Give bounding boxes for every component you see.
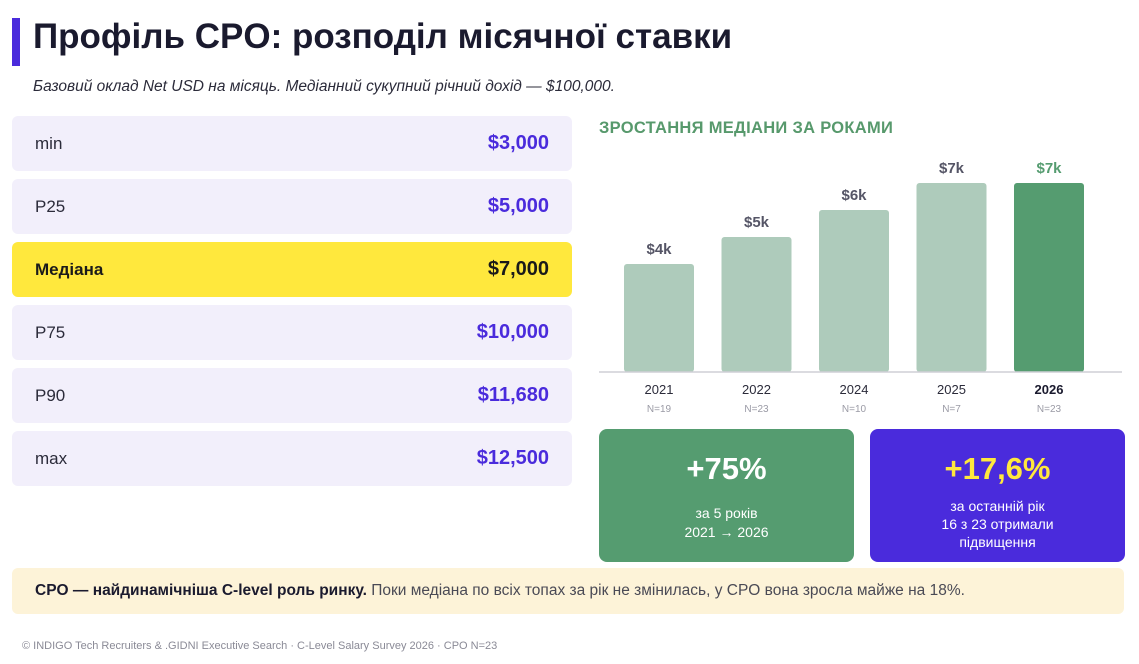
stat-value: $3,000 — [487, 132, 549, 154]
stat-row-p90: P90 $11,680 — [12, 368, 572, 423]
stat-label: P90 — [35, 386, 66, 405]
stat-value: $11,680 — [477, 384, 549, 406]
stat-label: P25 — [35, 197, 66, 216]
stat-value: $7,000 — [487, 258, 549, 280]
stat-row-median: Медіана $7,000 — [12, 242, 572, 297]
page-subtitle: Базовий оклад Net USD на місяць. Медіанн… — [33, 78, 615, 95]
stat-value: $10,000 — [476, 321, 549, 343]
growth-1y-card: +17,6% за останній рік 16 з 23 отримали … — [870, 429, 1125, 562]
chart-sample-size-label: N=7 — [942, 404, 961, 415]
stat-value: $5,000 — [487, 195, 549, 217]
page-title: Профіль CPO: розподіл місячної ставки — [33, 17, 733, 56]
stat-label: max — [35, 449, 68, 468]
chart-category-label: 2024 — [840, 382, 869, 397]
chart-data-label: $6k — [841, 187, 867, 204]
chart-sample-size-label: N=10 — [842, 404, 867, 415]
stat-label: Медіана — [35, 260, 104, 279]
chart-data-label: $7k — [939, 160, 965, 177]
growth-5y-value: +75% — [686, 451, 767, 486]
insight-note-bold: CPO — найдинамічніша C-level роль ринку. — [35, 582, 367, 599]
chart-data-label: $5k — [744, 214, 770, 231]
growth-1y-value: +17,6% — [944, 451, 1051, 486]
chart-bar — [916, 183, 987, 372]
footer-credits: © INDIGO Tech Recruiters & .GIDNI Execut… — [22, 640, 498, 652]
chart-title: ЗРОСТАННЯ МЕДІАНИ ЗА РОКАМИ — [599, 119, 894, 137]
insight-note: CPO — найдинамічніша C-level роль ринку.… — [12, 568, 1124, 614]
growth-1y-detail-2: підвищення — [959, 534, 1036, 550]
chart-sample-size-label: N=19 — [647, 404, 672, 415]
stat-label: min — [35, 134, 63, 153]
chart-data-label: $4k — [646, 241, 672, 258]
insight-note-text: Поки медіана по всіх топах за рік не змі… — [366, 582, 965, 599]
chart-bar — [819, 210, 889, 372]
growth-5y-card: +75% за 5 років 2021 → 2026 — [599, 429, 854, 562]
growth-5y-range: 2021 → 2026 — [684, 524, 769, 540]
stat-row-min: min $3,000 — [12, 116, 572, 171]
stat-label: P75 — [35, 323, 66, 342]
median-growth-chart: $4k 2021 N=19 $5k 2022 N=23 $6k 2024 N=10 $7k 2025… — [599, 160, 1122, 415]
stat-row-max: max $12,500 — [12, 431, 572, 486]
chart-category-label: 2025 — [937, 382, 966, 397]
chart-category-label: 2022 — [742, 382, 771, 397]
chart-bar — [1014, 183, 1084, 372]
stat-row-p75: P75 $10,000 — [12, 305, 572, 360]
title-accent-bar — [12, 18, 20, 66]
chart-bar — [624, 264, 694, 372]
stat-row-p25: P25 $5,000 — [12, 179, 572, 234]
chart-bar — [721, 237, 792, 372]
stat-value: $12,500 — [476, 447, 549, 469]
growth-1y-period: за останній рік — [950, 498, 1045, 514]
chart-sample-size-label: N=23 — [1037, 404, 1062, 415]
chart-category-label: 2021 — [645, 382, 674, 397]
growth-1y-detail: 16 з 23 отримали — [941, 516, 1054, 532]
chart-data-label: $7k — [1036, 160, 1062, 177]
chart-sample-size-label: N=23 — [744, 404, 769, 415]
growth-5y-period: за 5 років — [695, 505, 758, 521]
chart-category-label: 2026 — [1035, 382, 1064, 397]
